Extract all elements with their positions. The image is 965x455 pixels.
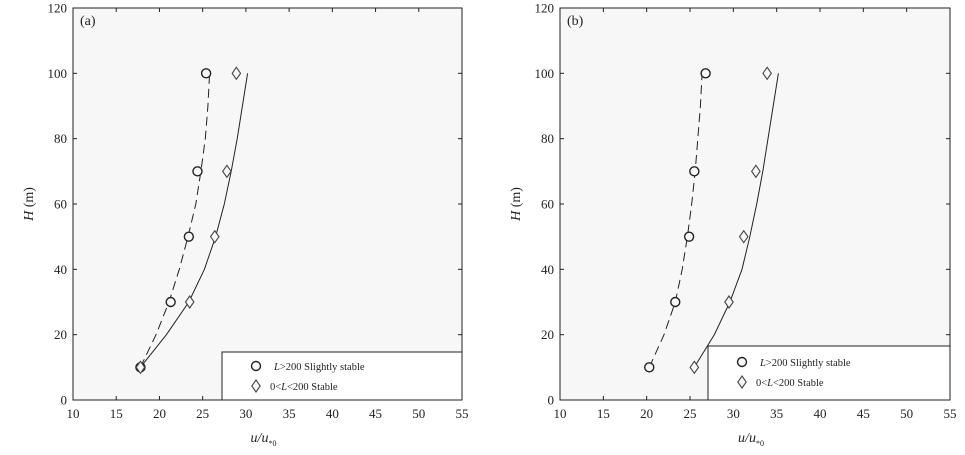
x-tick-label: 15 — [110, 406, 123, 421]
y-tick-label: 20 — [541, 327, 554, 342]
y-tick-label: 100 — [48, 66, 68, 81]
chart-panel-b: 10 15 20 25 30 35 40 45 50 55 0 20 40 60 80 100 120 (b) u/… — [509, 1, 957, 449]
panel-label: (b) — [567, 14, 584, 29]
fit-line-stable — [140, 73, 249, 368]
x-tick-label: 50 — [412, 406, 425, 421]
y-tick-label: 60 — [54, 197, 67, 212]
legend-label: L>200 Slightly stable — [273, 362, 365, 373]
data-point-stable — [750, 164, 761, 179]
data-point-slightly-stable — [165, 296, 176, 308]
chart-panel-a: 10 15 20 25 30 35 40 45 50 55 0 20 40 60 80 100 120 (a) u/… — [22, 1, 469, 449]
data-point-stable — [231, 66, 242, 81]
data-point-stable — [724, 295, 734, 309]
data-point-slightly-stable — [700, 68, 711, 79]
y-tick-label: 0 — [61, 393, 68, 408]
x-tick-label: 40 — [326, 406, 339, 421]
x-axis-title: u/u*0 — [251, 431, 277, 448]
x-tick-label: 35 — [283, 406, 296, 421]
data-point-slightly-stable — [183, 231, 195, 242]
y-tick-label: 60 — [541, 197, 554, 212]
y-tick-label: 120 — [535, 1, 555, 16]
data-point-stable — [184, 295, 195, 309]
x-tick-label: 10 — [67, 406, 80, 421]
fit-line-slightly-stable — [139, 73, 211, 368]
y-tick-label: 80 — [54, 131, 67, 146]
y-tick-label: 100 — [535, 66, 555, 81]
legend: L>200 Slightly stable 0<L<200 Stable — [221, 351, 463, 401]
x-tick-label: 15 — [597, 406, 610, 421]
data-point-stable — [738, 229, 749, 244]
panel-label: (a) — [80, 14, 96, 29]
x-tick-label: 50 — [900, 406, 913, 421]
plot-area — [559, 7, 951, 401]
data-point-slightly-stable — [200, 68, 212, 79]
y-tick-label: 0 — [548, 393, 555, 408]
data-point-slightly-stable — [670, 296, 681, 308]
x-tick-label: 35 — [770, 406, 783, 421]
legend-label: 0<L<200 Stable — [270, 382, 338, 393]
x-tick-label: 45 — [369, 406, 382, 421]
x-axis-title: u/u*0 — [738, 431, 764, 448]
x-tick-label: 10 — [554, 406, 567, 421]
data-point-stable — [135, 360, 146, 375]
data-point-stable — [762, 66, 773, 81]
data-point-stable — [209, 229, 220, 244]
legend-diamond-marker — [737, 375, 747, 389]
legend: L>200 Slightly stable 0<L<200 Stable — [707, 345, 951, 401]
data-point-slightly-stable — [192, 166, 203, 177]
y-tick-label: 20 — [54, 327, 67, 342]
legend-label: 0<L<200 Stable — [756, 378, 824, 389]
data-point-slightly-stable — [644, 362, 655, 373]
x-tick-label: 20 — [640, 406, 653, 421]
x-tick-label: 45 — [857, 406, 870, 421]
x-tick-label: 25 — [196, 406, 209, 421]
x-tick-label: 55 — [456, 406, 469, 421]
y-axis-title: H (m) — [509, 187, 524, 222]
fit-line-stable — [693, 73, 779, 368]
legend-box — [707, 345, 951, 401]
legend-circle-marker — [736, 356, 748, 368]
data-point-stable — [689, 360, 700, 375]
x-tick-label: 30 — [727, 406, 740, 421]
x-tick-label: 30 — [239, 406, 252, 421]
y-axis-title: H (m) — [22, 187, 37, 222]
plot-area — [72, 7, 463, 401]
legend-circle-marker — [250, 360, 262, 372]
data-point-slightly-stable — [689, 166, 700, 177]
legend-diamond-marker — [251, 379, 261, 393]
x-tick-label: 20 — [153, 406, 166, 421]
y-tick-label: 40 — [54, 262, 67, 277]
data-point-stable — [221, 164, 232, 179]
legend-label: L>200 Slightly stable — [759, 358, 851, 369]
legend-box — [221, 351, 463, 401]
x-tick-label: 55 — [944, 406, 957, 421]
data-point-slightly-stable — [683, 231, 695, 242]
x-tick-label: 25 — [684, 406, 697, 421]
y-tick-label: 40 — [541, 262, 554, 277]
x-tick-label: 40 — [814, 406, 827, 421]
y-tick-label: 80 — [541, 131, 554, 146]
y-tick-label: 120 — [48, 1, 68, 16]
